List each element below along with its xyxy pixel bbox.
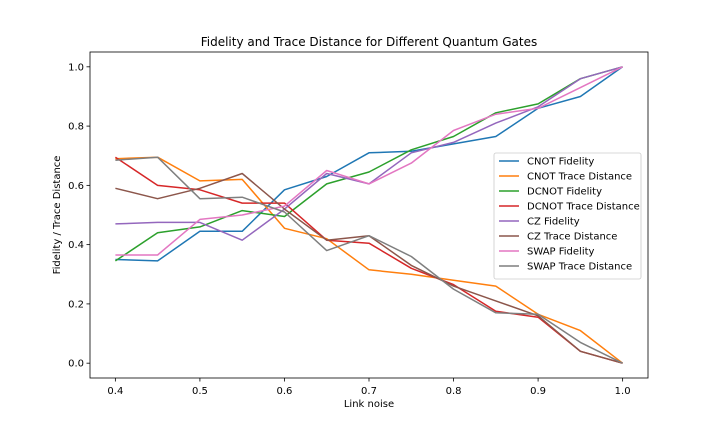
x-tick-label: 0.4 [107,386,123,397]
legend-label: CNOT Trace Distance [527,172,632,183]
legend-label: CNOT Fidelity [527,157,594,168]
y-tick-label: 1.0 [68,62,84,73]
dcnot-fidelity-line [114,66,623,262]
chart-title: Fidelity and Trace Distance for Differen… [201,35,538,49]
x-axis: 0.4 0.5 0.6 0.7 0.8 0.9 1.0 [107,378,631,397]
x-tick-label: 0.7 [361,386,377,397]
legend-label: SWAP Trace Distance [527,262,632,273]
legend-label: SWAP Fidelity [527,247,595,258]
legend-label: CZ Trace Distance [527,232,617,243]
dcnot-trace-distance-line [114,156,623,364]
legend-label: DCNOT Trace Distance [527,202,640,213]
y-tick-label: 0.6 [68,181,84,192]
swap-fidelity-line [115,66,623,256]
y-tick-label: 0.8 [68,122,84,133]
x-tick-label: 0.6 [277,386,293,397]
y-tick-label: 0.2 [68,299,84,310]
legend-label: DCNOT Fidelity [527,187,602,198]
legend-label: CZ Fidelity [527,217,580,228]
x-axis-title: Link noise [344,399,394,410]
series-layer [114,66,624,364]
x-tick-label: 0.9 [530,386,546,397]
x-tick-label: 1.0 [615,386,631,397]
y-axis-title: Fidelity / Trace Distance [52,156,63,275]
x-tick-label: 0.8 [446,386,462,397]
swap-trace-distance-line [115,156,623,364]
y-tick-label: 0.0 [68,359,84,370]
legend: CNOT Fidelity CNOT Trace Distance DCNOT Fi… [493,152,642,280]
x-tick-label: 0.5 [192,386,208,397]
y-tick-label: 0.4 [68,240,84,251]
y-axis: 0.0 0.2 0.4 0.6 0.8 1.0 [68,62,90,370]
legend-box [493,152,642,280]
